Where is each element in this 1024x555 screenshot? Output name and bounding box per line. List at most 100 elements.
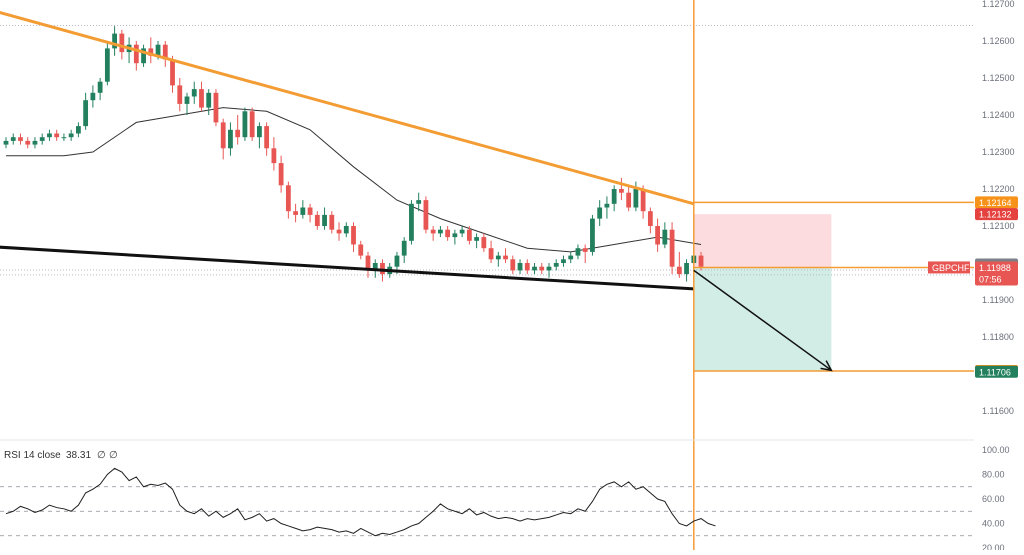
candle-body <box>517 263 523 271</box>
rsi-pane: RSI 14 close 38.31 ∅ ∅ 100.00 80.00 60.00 4… <box>0 445 1010 553</box>
candle-body <box>503 255 508 260</box>
candle-body <box>423 200 429 230</box>
candle-body <box>336 229 342 234</box>
candle-body <box>3 140 9 145</box>
candle-body <box>10 137 16 141</box>
price-tick-label: 1.12400 <box>982 110 1015 120</box>
candle <box>423 196 429 234</box>
candle <box>54 129 60 141</box>
candle-body <box>619 189 624 193</box>
candle-body <box>655 226 660 245</box>
rsi-tick-label: 80.00 <box>982 470 1005 480</box>
candle-body <box>249 111 255 138</box>
candle-body <box>380 263 385 275</box>
candle <box>416 192 422 212</box>
candle-body <box>329 214 335 230</box>
candle-body <box>553 263 559 267</box>
candle-body <box>669 229 675 267</box>
candle-body <box>97 81 103 93</box>
price-tick-label: 1.12300 <box>982 147 1015 157</box>
candle-body <box>184 96 190 104</box>
stop-loss-zone <box>693 214 832 268</box>
candle <box>32 137 38 149</box>
countdown-timer: 07:56 <box>979 274 1002 284</box>
candle <box>39 133 45 145</box>
candle <box>191 81 197 104</box>
candle <box>18 133 23 145</box>
candle-body <box>495 255 501 260</box>
candle <box>242 107 248 141</box>
candle <box>199 81 204 112</box>
candle-body <box>676 266 682 275</box>
candle <box>438 226 443 238</box>
candle-body <box>104 48 110 82</box>
candle <box>278 155 284 193</box>
candle <box>141 44 146 67</box>
candle-body <box>177 85 183 104</box>
candle-body <box>351 226 356 245</box>
candle <box>401 237 407 263</box>
candle-body <box>582 248 588 252</box>
price-tick-label: 1.12200 <box>982 184 1015 194</box>
trade-arrow-head <box>820 360 833 372</box>
candle-body <box>430 229 436 234</box>
rsi-tick-label: 100.00 <box>982 445 1010 455</box>
candle <box>430 226 436 241</box>
candle-body <box>365 255 371 271</box>
candle-body <box>32 140 38 145</box>
candle <box>235 115 241 145</box>
trade-arrow-line <box>693 269 832 371</box>
candle-body <box>445 229 451 238</box>
candle-body <box>561 259 566 263</box>
candle <box>575 244 581 260</box>
candle <box>271 137 277 171</box>
candle <box>322 207 327 230</box>
candle-body <box>213 92 219 123</box>
candle-body <box>199 89 204 108</box>
candle-body <box>626 192 632 208</box>
price-tags: 1.121641.121321.119961.11969GBPCHF1.1198… <box>928 196 1018 378</box>
candle-body <box>452 233 458 238</box>
rsi-value: 38.31 <box>66 450 91 461</box>
candle-body <box>264 126 270 149</box>
candle <box>112 26 117 56</box>
candle <box>546 263 552 278</box>
price-tag <box>975 196 1018 209</box>
candle-body <box>191 89 197 97</box>
price-tick-label: 1.11900 <box>982 295 1014 305</box>
candle <box>474 233 479 249</box>
candle-body <box>488 248 494 260</box>
candle-body <box>539 266 545 271</box>
candle-body <box>25 140 31 145</box>
rsi-tick-label: 60.00 <box>982 494 1005 504</box>
price-tag-label: 1.12164 <box>979 198 1012 208</box>
candle-body <box>438 229 443 234</box>
price-tick-label: 1.12700 <box>982 0 1015 9</box>
candle <box>300 200 306 219</box>
candle <box>314 211 320 230</box>
candle-body <box>257 126 262 138</box>
candle-body <box>119 33 125 53</box>
candle <box>582 244 588 263</box>
candle <box>568 251 574 263</box>
candle-body <box>54 133 60 138</box>
candle <box>351 222 356 252</box>
candle-body <box>271 148 277 164</box>
candle <box>676 251 682 278</box>
candle <box>47 129 52 141</box>
candle-body <box>314 214 320 226</box>
candle <box>597 200 603 226</box>
candle <box>445 226 451 241</box>
candle <box>83 92 89 130</box>
candle-body <box>575 248 581 256</box>
candle-body <box>568 255 574 260</box>
candle-body <box>133 44 139 64</box>
candle <box>626 185 632 212</box>
candle <box>365 251 371 278</box>
candle-body <box>278 163 284 186</box>
candle <box>10 133 16 145</box>
candle <box>329 211 335 234</box>
candle <box>249 107 255 141</box>
price-tick-label: 1.12500 <box>982 73 1015 83</box>
